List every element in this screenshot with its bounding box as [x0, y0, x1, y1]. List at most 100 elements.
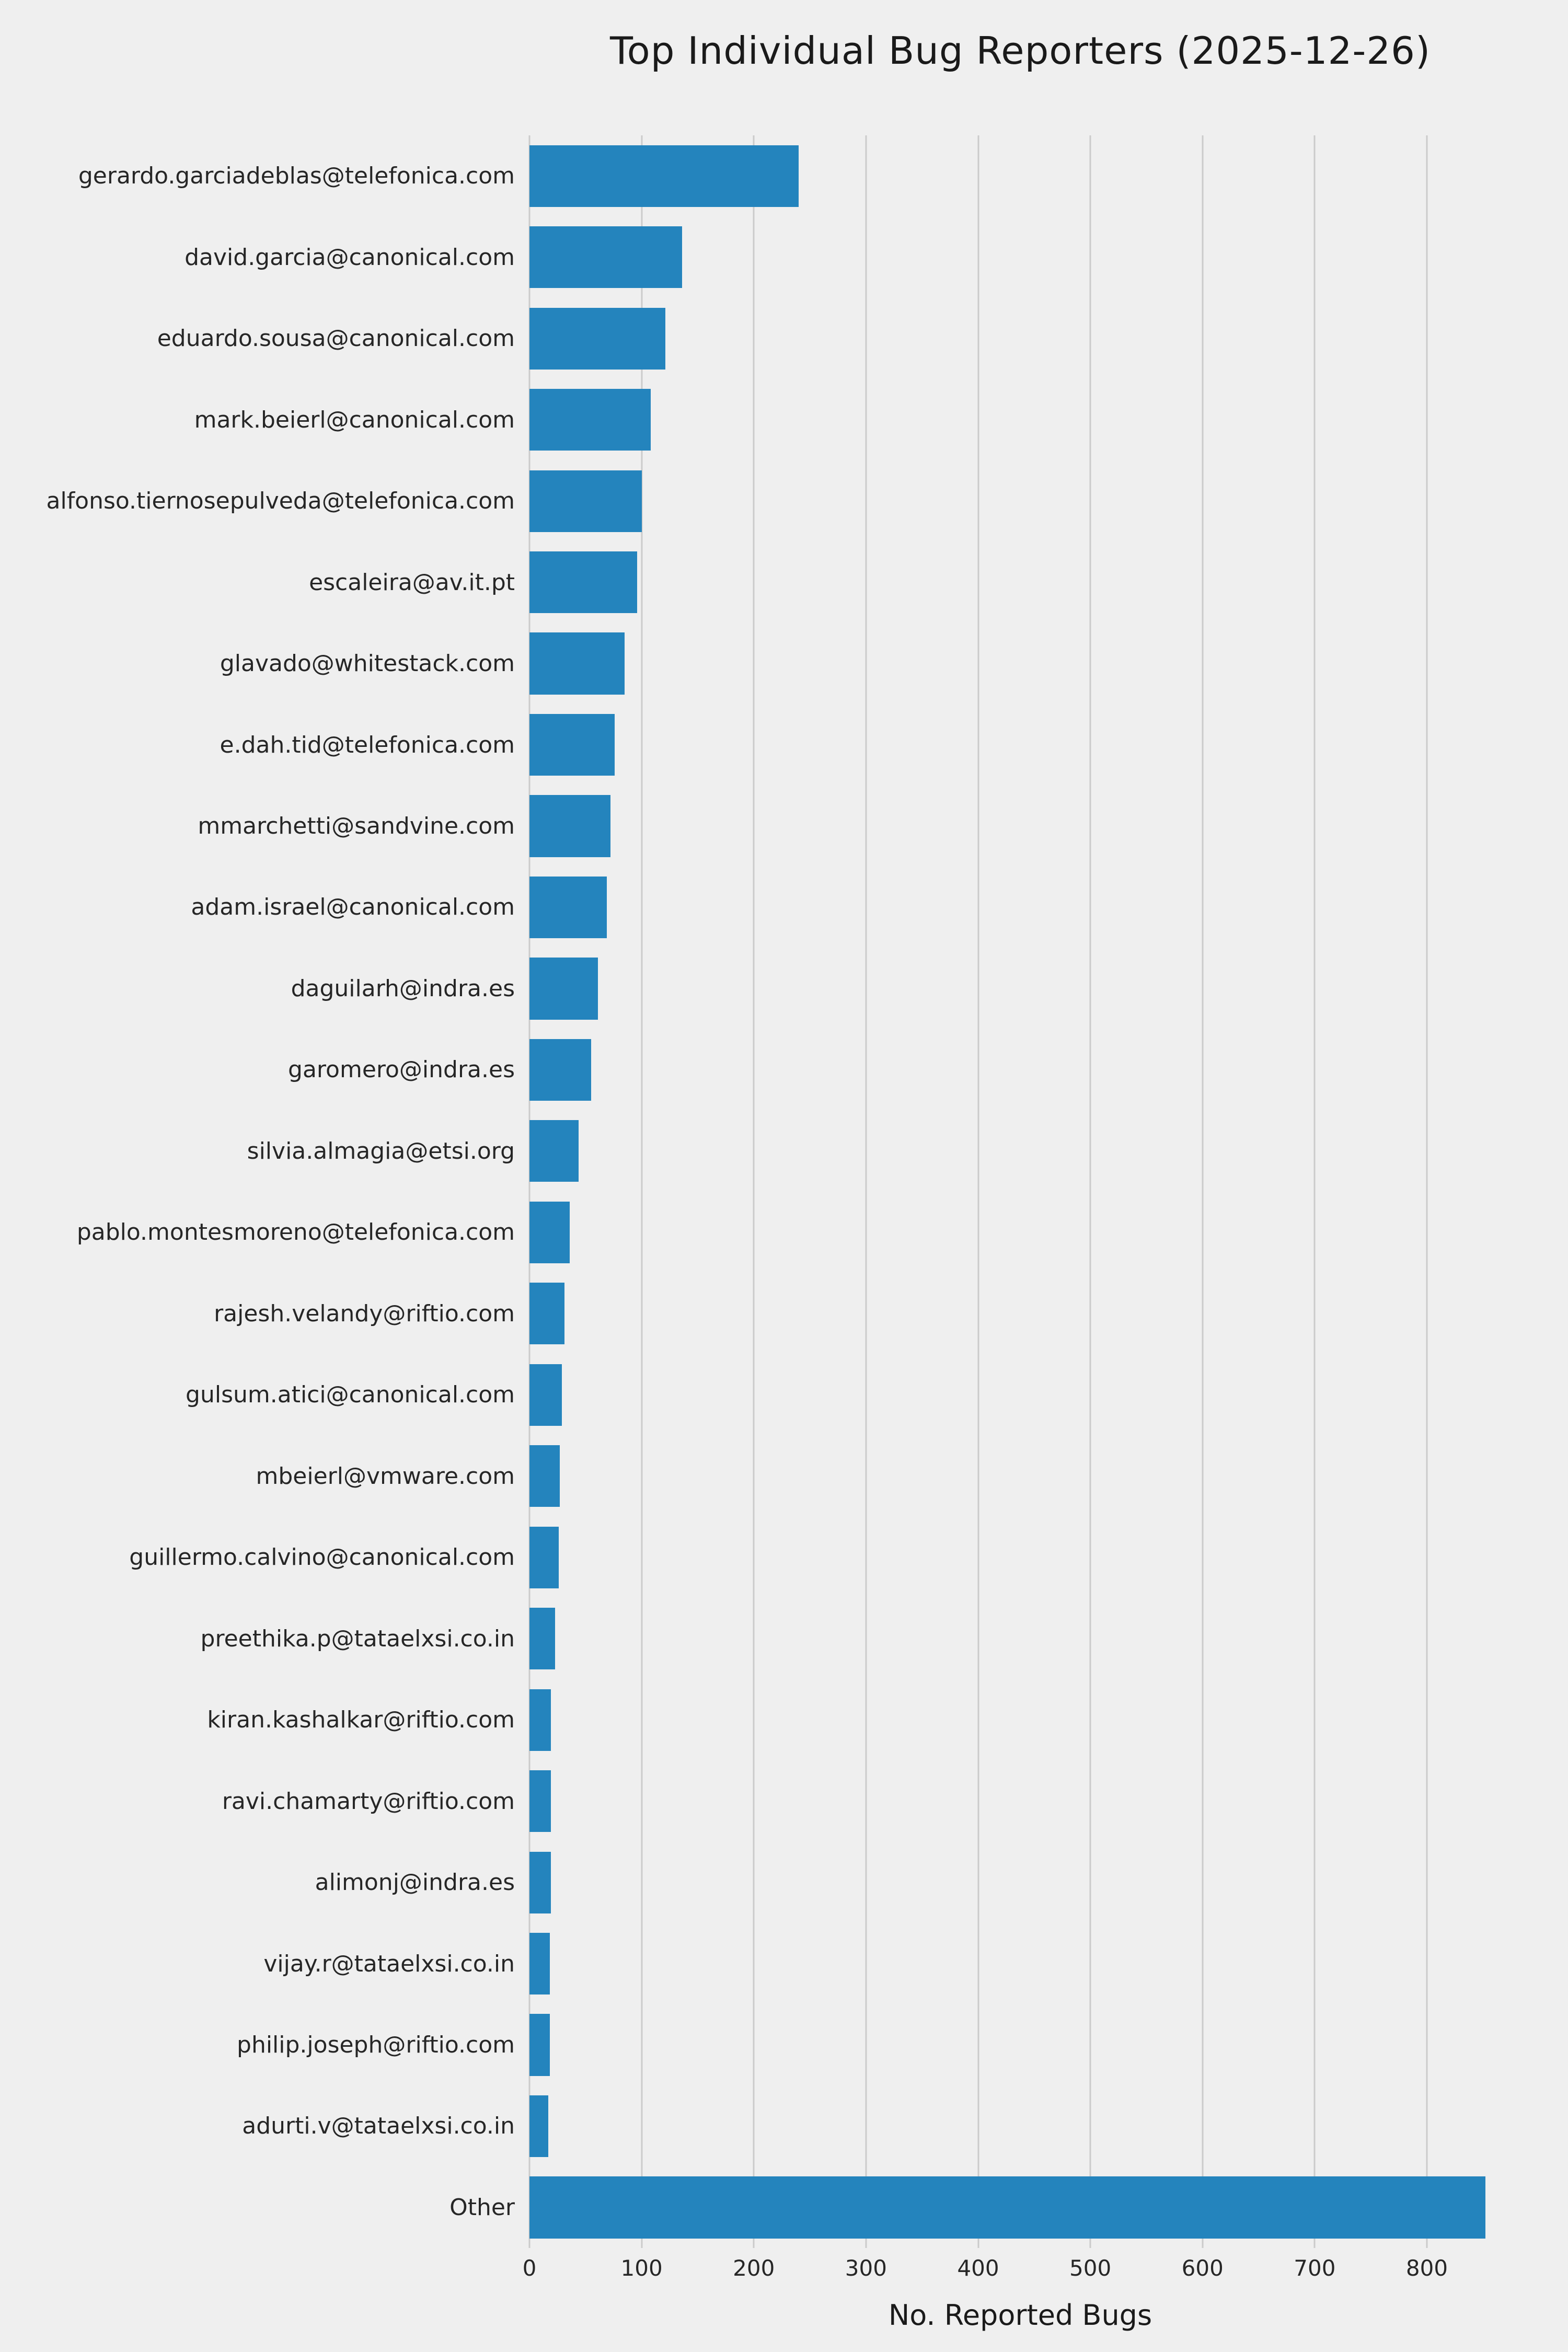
chart-row: preethika.p@tataelxsi.co.in	[0, 1598, 1511, 1679]
category-label: adurti.v@tataelxsi.co.in	[242, 2113, 515, 2140]
category-label: glavado@whitestack.com	[220, 650, 515, 677]
category-label: ravi.chamarty@riftio.com	[222, 1788, 515, 1815]
gridline-700	[1313, 135, 1316, 2248]
bar-track	[529, 1517, 1511, 1598]
chart-rows: gerardo.garciadeblas@telefonica.com david…	[0, 135, 1511, 2248]
x-axis-label: No. Reported Bugs	[888, 2299, 1152, 2332]
chart-row: eduardo.sousa@canonical.com	[0, 298, 1511, 379]
chart-row: mmarchetti@sandvine.com	[0, 786, 1511, 867]
bar	[529, 1689, 551, 1751]
bar	[529, 307, 665, 370]
bar	[529, 1932, 550, 1995]
category-label: pablo.montesmoreno@telefonica.com	[76, 1219, 515, 1246]
bar-track	[529, 2004, 1511, 2085]
category-label: eduardo.sousa@canonical.com	[157, 325, 515, 352]
category-label: e.dah.tid@telefonica.com	[220, 731, 515, 758]
category-label: gerardo.garciadeblas@telefonica.com	[78, 163, 515, 190]
bar	[529, 2014, 550, 2076]
chart-row: garomero@indra.es	[0, 1029, 1511, 1110]
category-label: kiran.kashalkar@riftio.com	[207, 1707, 515, 1734]
bar	[529, 2095, 549, 2158]
category-label: mbeierl@vmware.com	[256, 1462, 515, 1490]
bar-track	[529, 1842, 1511, 1923]
chart-row: alimonj@indra.es	[0, 1842, 1511, 1923]
bar-track	[529, 1679, 1511, 1760]
bar-track	[529, 460, 1511, 541]
gridline-800	[1426, 135, 1428, 2248]
gridline-600	[1202, 135, 1204, 2248]
category-label: rajesh.velandy@riftio.com	[214, 1300, 515, 1327]
category-label: vijay.r@tataelxsi.co.in	[263, 1950, 515, 1977]
bar-track	[529, 1436, 1511, 1517]
bar-track	[529, 1923, 1511, 2004]
bar-track	[529, 1111, 1511, 1192]
gridlines	[528, 135, 1511, 2248]
category-label: alfonso.tiernosepulveda@telefonica.com	[46, 488, 515, 515]
category-label: escaleira@av.it.pt	[309, 569, 515, 596]
chart-row: guillermo.calvino@canonical.com	[0, 1517, 1511, 1598]
bar	[529, 1283, 564, 1345]
gridline-500	[1089, 135, 1091, 2248]
category-label: guillermo.calvino@canonical.com	[129, 1544, 515, 1571]
category-label: alimonj@indra.es	[315, 1869, 515, 1896]
bar-track	[529, 786, 1511, 867]
category-label: preethika.p@tataelxsi.co.in	[200, 1625, 515, 1652]
bar	[529, 551, 638, 614]
bar	[529, 958, 598, 1020]
x-tick-label: 700	[1294, 2255, 1336, 2281]
bar-track	[529, 1192, 1511, 1273]
bar-track	[529, 379, 1511, 460]
bar-track	[529, 216, 1511, 297]
bar-track	[529, 948, 1511, 1029]
category-label: garomero@indra.es	[288, 1056, 515, 1083]
gridline-400	[977, 135, 979, 2248]
chart-row: philip.joseph@riftio.com	[0, 2004, 1511, 2085]
bar-track	[529, 1760, 1511, 1841]
bar-track	[529, 1029, 1511, 1110]
category-label: philip.joseph@riftio.com	[237, 2032, 515, 2059]
chart-row: gulsum.atici@canonical.com	[0, 1354, 1511, 1435]
x-tick-label: 500	[1069, 2255, 1112, 2281]
chart-row: escaleira@av.it.pt	[0, 541, 1511, 622]
gridline-100	[641, 135, 643, 2248]
chart-row: mbeierl@vmware.com	[0, 1436, 1511, 1517]
x-tick-label: 600	[1181, 2255, 1224, 2281]
x-tick-label: 400	[957, 2255, 999, 2281]
bar-track	[529, 2085, 1511, 2166]
category-label: daguilarh@indra.es	[291, 975, 515, 1002]
gridline-0	[528, 135, 531, 2248]
bar-track	[529, 704, 1511, 785]
bar	[529, 795, 610, 857]
chart-row: Other	[0, 2167, 1511, 2248]
x-tick-label: 300	[845, 2255, 887, 2281]
bar-track	[529, 1273, 1511, 1354]
gridline-200	[753, 135, 755, 2248]
chart-row: vijay.r@tataelxsi.co.in	[0, 1923, 1511, 2004]
bar-track	[529, 2167, 1511, 2248]
category-label: silvia.almagia@etsi.org	[247, 1137, 515, 1165]
bar	[529, 1770, 551, 1832]
bar	[529, 1201, 570, 1263]
category-label: mark.beierl@canonical.com	[194, 406, 515, 433]
chart-row: ravi.chamarty@riftio.com	[0, 1760, 1511, 1841]
bar	[529, 1120, 579, 1182]
bar	[529, 1526, 559, 1588]
x-tick-label: 0	[522, 2255, 537, 2281]
chart-row: glavado@whitestack.com	[0, 623, 1511, 704]
chart-row: rajesh.velandy@riftio.com	[0, 1273, 1511, 1354]
chart-row: adam.israel@canonical.com	[0, 867, 1511, 948]
bar	[529, 1445, 560, 1507]
category-label: Other	[449, 2194, 515, 2221]
chart-row: daguilarh@indra.es	[0, 948, 1511, 1029]
category-label: mmarchetti@sandvine.com	[198, 812, 515, 839]
gridline-300	[865, 135, 867, 2248]
chart-title: Top Individual Bug Reporters (2025-12-26…	[609, 29, 1431, 73]
chart-row: david.garcia@canonical.com	[0, 216, 1511, 297]
x-tick-label: 800	[1405, 2255, 1448, 2281]
category-label: david.garcia@canonical.com	[185, 244, 515, 271]
chart-row: kiran.kashalkar@riftio.com	[0, 1679, 1511, 1760]
bar	[529, 145, 799, 207]
chart-row: mark.beierl@canonical.com	[0, 379, 1511, 460]
bar	[529, 1851, 551, 1913]
